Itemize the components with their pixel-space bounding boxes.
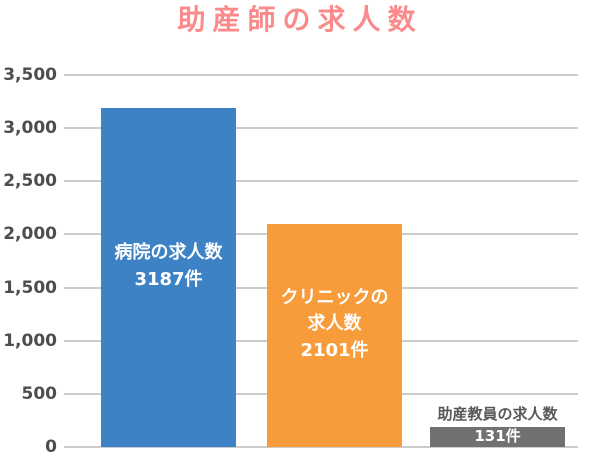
y-axis-tick-label: 2,500 (3, 171, 57, 191)
gridline (64, 74, 578, 76)
y-axis-tick-label: 1,000 (3, 331, 57, 351)
y-axis-tick-label: 500 (21, 384, 58, 404)
bar-hospital: 病院の求人数 3187件 (101, 108, 236, 447)
bar-midwife-teacher: 助産教員の求人数 131件 (430, 405, 565, 447)
gridline (64, 446, 578, 448)
plot-area: 病院の求人数 3187件クリニックの 求人数 2101件助産教員の求人数 131件 (64, 74, 578, 448)
chart-title: 助産師の求人数 (177, 3, 423, 36)
bar-midwife-teacher-caption: 助産教員の求人数 (437, 405, 558, 423)
y-axis-tick-label: 3,000 (3, 118, 57, 138)
y-axis-tick-label: 2,000 (3, 224, 57, 244)
gridline (64, 180, 578, 182)
bar-clinic: クリニックの 求人数 2101件 (267, 224, 402, 447)
bar-clinic-label: クリニックの 求人数 2101件 (280, 286, 389, 361)
y-axis-tick-label: 3,500 (3, 65, 57, 85)
y-axis-tick-label: 1,500 (3, 278, 57, 298)
y-axis-tick-label: 0 (45, 437, 57, 457)
gridline (64, 127, 578, 129)
bar-hospital-label: 病院の求人数 3187件 (114, 241, 223, 290)
bar-midwife-teacher-label: 131件 (474, 427, 521, 445)
